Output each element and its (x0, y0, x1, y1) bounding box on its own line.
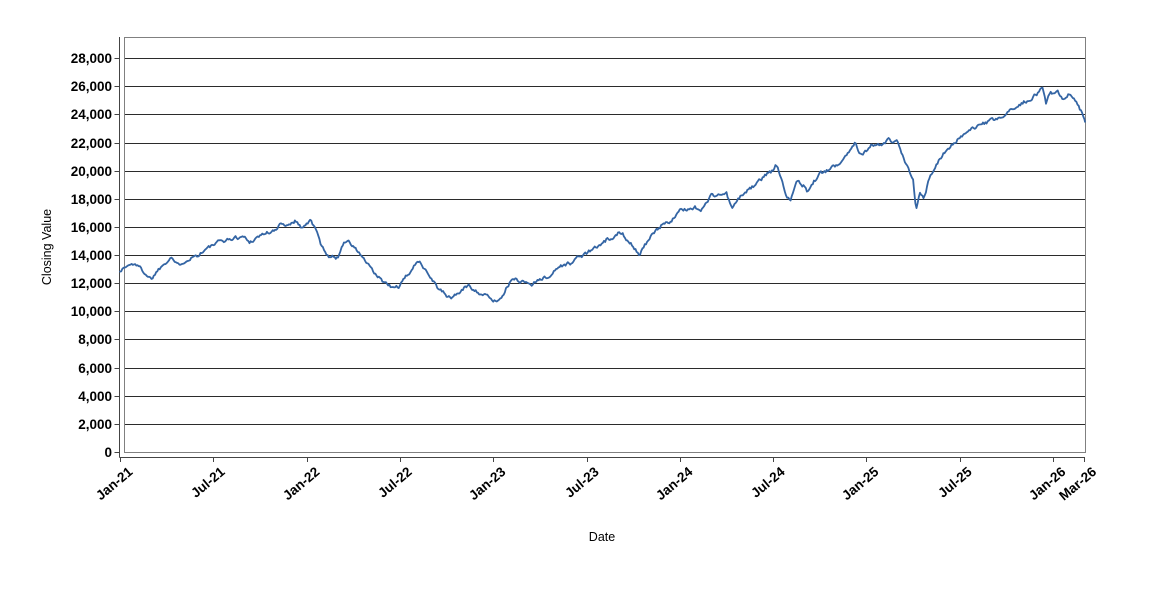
y-tick-label: 22,000 (70, 135, 112, 151)
y-tick-label: 8,000 (78, 331, 112, 347)
closing-value-series-line (119, 86, 1086, 303)
y-tick-label: 16,000 (70, 219, 112, 235)
y-tick-label: 14,000 (70, 247, 112, 263)
y-tick-label: 4,000 (78, 388, 112, 404)
y-tick-label: 26,000 (70, 78, 112, 94)
y-tick-label: 20,000 (70, 163, 112, 179)
x-axis-title: Date (588, 530, 616, 544)
y-tick-label: 12,000 (70, 275, 112, 291)
y-tick-label: 24,000 (70, 106, 112, 122)
y-tick-label: 10,000 (70, 303, 112, 319)
y-tick-label: 18,000 (70, 191, 112, 207)
y-tick-label: 2,000 (78, 416, 112, 432)
plot-border (124, 37, 1086, 453)
y-tick-label: 0 (104, 444, 112, 460)
y-tick-label: 28,000 (70, 50, 112, 66)
y-tick-label: 6,000 (78, 360, 112, 376)
